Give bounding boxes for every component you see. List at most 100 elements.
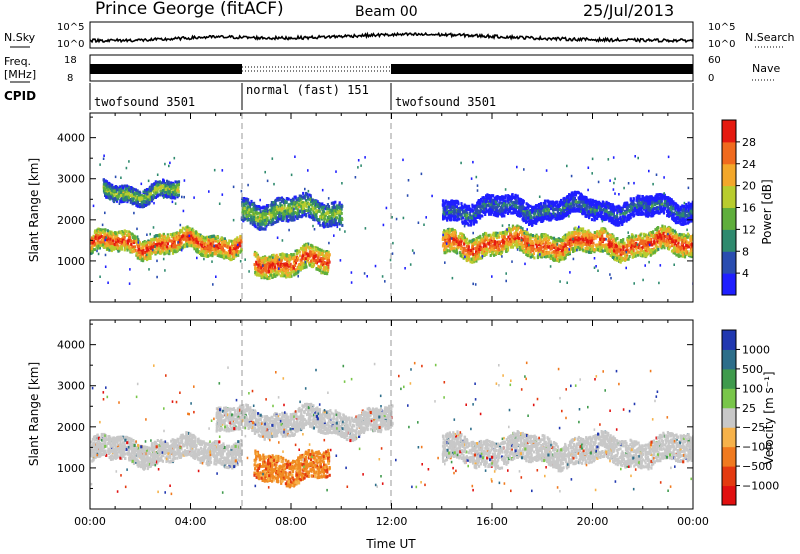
power-echo-cell <box>126 245 129 249</box>
power-echo-cell <box>190 234 193 238</box>
power-echo-cell <box>328 206 331 210</box>
power-echo-cell <box>111 238 114 242</box>
power-echo-cell <box>264 273 267 277</box>
power-echo-cell <box>154 234 157 238</box>
power-echo-cell <box>290 274 293 278</box>
power-echo-cell <box>595 245 598 249</box>
power-echo-cell <box>320 261 323 265</box>
power-echo-cell <box>647 247 651 251</box>
power-echo-cell <box>162 178 165 182</box>
power-echo-cell <box>321 252 324 255</box>
power-echo-cell <box>264 212 267 216</box>
power-echo-cell <box>146 253 149 257</box>
power-echo-cell <box>327 255 330 259</box>
power-echo-cell <box>290 253 293 256</box>
power-echo-cell <box>534 242 538 246</box>
power-echo-cell <box>670 228 673 232</box>
power-echo-cell <box>610 249 613 253</box>
power-echo-cell <box>128 244 131 248</box>
power-echo-cell <box>289 255 292 259</box>
power-echo-cell <box>543 249 546 253</box>
power-echo-cell <box>240 217 243 221</box>
power-echo-cell <box>585 250 588 254</box>
power-echo-cell <box>301 261 304 265</box>
power-echo-cell <box>544 242 547 246</box>
power-echo-cell <box>292 260 296 264</box>
power-echo-cell <box>281 197 285 201</box>
power-echo-cell <box>153 182 156 186</box>
power-echo-cell <box>178 247 181 251</box>
power-echo-cell <box>176 186 179 190</box>
nsky-tick-top: 10^5 <box>57 22 84 33</box>
power-echo-cell <box>143 256 146 260</box>
power-echo-cell <box>120 247 124 251</box>
power-echo-cell <box>228 239 231 243</box>
power-echo-cell <box>292 266 295 270</box>
power-echo-cell <box>109 237 112 241</box>
power-echo-cell <box>122 243 125 247</box>
power-echo-cell <box>174 250 177 254</box>
power-echo-cell <box>175 236 178 240</box>
power-echo-cell <box>159 187 162 191</box>
power-echo-cell <box>295 199 298 203</box>
power-echo-cell <box>186 241 189 244</box>
power-echo-cell <box>655 246 659 250</box>
power-echo-cell <box>621 252 624 256</box>
power-echo-cell <box>135 195 138 199</box>
power-echo-cell <box>661 240 664 244</box>
power-echo-cell <box>690 255 693 259</box>
power-echo-cell <box>143 189 147 192</box>
power-echo-cell <box>166 237 170 241</box>
power-echo-cell <box>262 212 265 215</box>
power-echo-cell <box>266 262 269 266</box>
power-echo-cell <box>300 195 303 199</box>
power-echo-cell <box>175 191 178 195</box>
power-echo-cell <box>296 216 299 220</box>
power-echo-cell <box>185 242 189 246</box>
power-echo-cell <box>683 255 687 259</box>
power-echo-cell <box>315 210 318 214</box>
power-echo-cell <box>260 220 263 224</box>
power-echo-cell <box>221 242 224 246</box>
power-echo-cell <box>315 204 319 208</box>
power-echo-cell <box>173 195 176 199</box>
power-echo-cell <box>183 244 186 248</box>
power-echo-cell <box>663 241 666 245</box>
power-echo-cell <box>126 241 129 245</box>
power-echo-cell <box>634 238 637 242</box>
power-echo-cell <box>285 219 288 223</box>
power-echo-cell <box>443 229 446 233</box>
power-echo-cell <box>335 204 338 208</box>
power-echo-cell <box>577 236 580 240</box>
power-echo-cell <box>523 245 526 248</box>
power-echo-cell <box>229 251 232 255</box>
power-echo-cell <box>193 240 196 244</box>
power-echo-cell <box>334 207 337 211</box>
power-echo-cell <box>150 245 153 249</box>
power-echo-cell <box>127 239 130 243</box>
power-echo-cell <box>200 235 203 238</box>
power-echo-cell <box>290 218 293 222</box>
power-echo-cell <box>283 206 286 210</box>
power-echo-cell <box>327 205 330 208</box>
power-echo-cell <box>138 190 141 194</box>
beam-label: Beam 00 <box>355 4 418 20</box>
power-echo-cell <box>95 244 98 248</box>
power-echo-cell <box>339 214 342 218</box>
power-echo-cell <box>161 241 164 245</box>
power-echo-cell <box>260 227 263 231</box>
power-echo-cell <box>145 200 148 204</box>
power-echo-cell <box>123 240 126 244</box>
power-echo-cell <box>216 254 219 257</box>
power-echo-cell <box>334 222 338 226</box>
power-echo-cell <box>265 259 268 263</box>
power-echo-cell <box>273 268 276 272</box>
power-echo-cell <box>254 214 257 218</box>
power-echo-cell <box>127 246 130 250</box>
power-echo-cell <box>142 200 145 203</box>
power-echo-cell <box>169 193 172 197</box>
power-echo-cell <box>280 258 283 262</box>
power-echo-cell <box>113 242 116 246</box>
power-echo-cell <box>299 258 302 262</box>
power-echo-cell <box>256 271 259 274</box>
